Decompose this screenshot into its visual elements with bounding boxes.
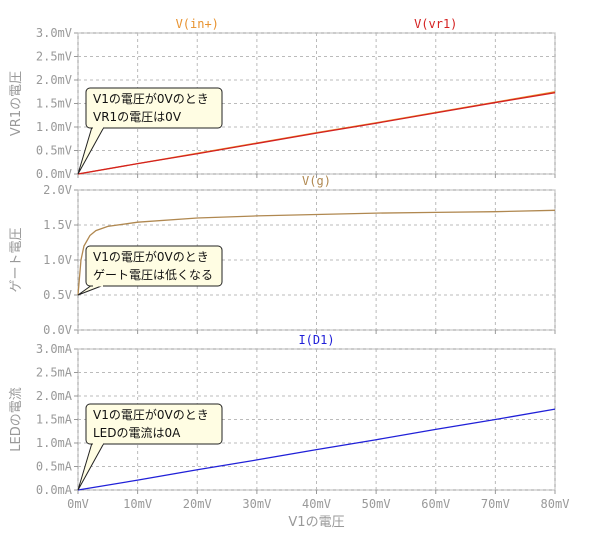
y-tick-label: 1.5mV xyxy=(36,97,72,111)
x-tick-label: 70mV xyxy=(481,497,510,511)
y-tick-label: 1.0V xyxy=(43,253,72,267)
y-tick-label: 3.0mA xyxy=(36,342,73,356)
y-tick-label: 0.0V xyxy=(43,323,72,337)
annotation: V1の電圧が0Vのとき xyxy=(93,407,209,422)
x-tick-label: 60mV xyxy=(421,497,450,511)
callout-box xyxy=(85,403,223,445)
y-axis-label: VR1の電圧 xyxy=(9,71,24,136)
legend-entry: V(g) xyxy=(302,174,331,188)
y-tick-label: 2.0mA xyxy=(36,389,73,403)
y-tick-label: 2.0mV xyxy=(36,73,72,87)
y-tick-label: 1.0mA xyxy=(36,436,73,450)
y-tick-label: 0.5V xyxy=(43,288,72,302)
callout-pointer xyxy=(77,126,105,175)
x-axis-label: V1の電圧 xyxy=(288,515,344,530)
series-line xyxy=(77,209,556,296)
y-tick-label: 0.0mV xyxy=(36,167,72,181)
x-tick-label: 10mV xyxy=(123,497,152,511)
callout-pointer xyxy=(77,442,105,491)
y-tick-label: 2.5mV xyxy=(36,50,72,64)
y-tick-label: 0.5mA xyxy=(36,460,73,474)
x-tick-label: 20mV xyxy=(183,497,212,511)
y-axis-label: LEDの電流 xyxy=(9,387,24,451)
legend-entry: V(vr1) xyxy=(414,17,457,31)
y-axis-label: ゲート電圧 xyxy=(9,227,24,292)
y-tick-label: 3.0mV xyxy=(36,26,72,40)
callout-box xyxy=(85,87,223,129)
series-line xyxy=(77,92,556,175)
x-tick-label: 50mV xyxy=(362,497,391,511)
x-tick-label: 40mV xyxy=(302,497,331,511)
callout-cover xyxy=(93,442,103,445)
legend-entry: V(in+) xyxy=(176,17,219,31)
legend-entry: I(D1) xyxy=(298,333,334,347)
callout-cover xyxy=(93,126,103,129)
y-tick-label: 2.5mA xyxy=(36,366,73,380)
y-tick-label: 1.5mA xyxy=(36,413,73,427)
callout-cover xyxy=(93,284,103,287)
callout-pointer xyxy=(77,284,105,296)
y-tick-label: 2.0V xyxy=(43,183,72,197)
annotation: LEDの電流は0A xyxy=(93,426,181,440)
annotation: ゲート電圧は低くなる xyxy=(93,268,213,282)
x-tick-label: 80mV xyxy=(541,497,570,511)
x-tick-label: 0mV xyxy=(67,497,89,511)
x-tick-label: 30mV xyxy=(242,497,271,511)
annotation: VR1の電圧は0V xyxy=(93,110,182,124)
y-tick-label: 0.5mV xyxy=(36,144,72,158)
y-tick-label: 0.0mA xyxy=(36,483,73,497)
series-line xyxy=(77,408,556,491)
annotation: V1の電圧が0Vのとき xyxy=(93,91,209,106)
annotation: V1の電圧が0Vのとき xyxy=(93,249,209,264)
y-tick-label: 1.0mV xyxy=(36,120,72,134)
y-tick-label: 1.5V xyxy=(43,218,72,232)
callout-box xyxy=(85,245,223,287)
